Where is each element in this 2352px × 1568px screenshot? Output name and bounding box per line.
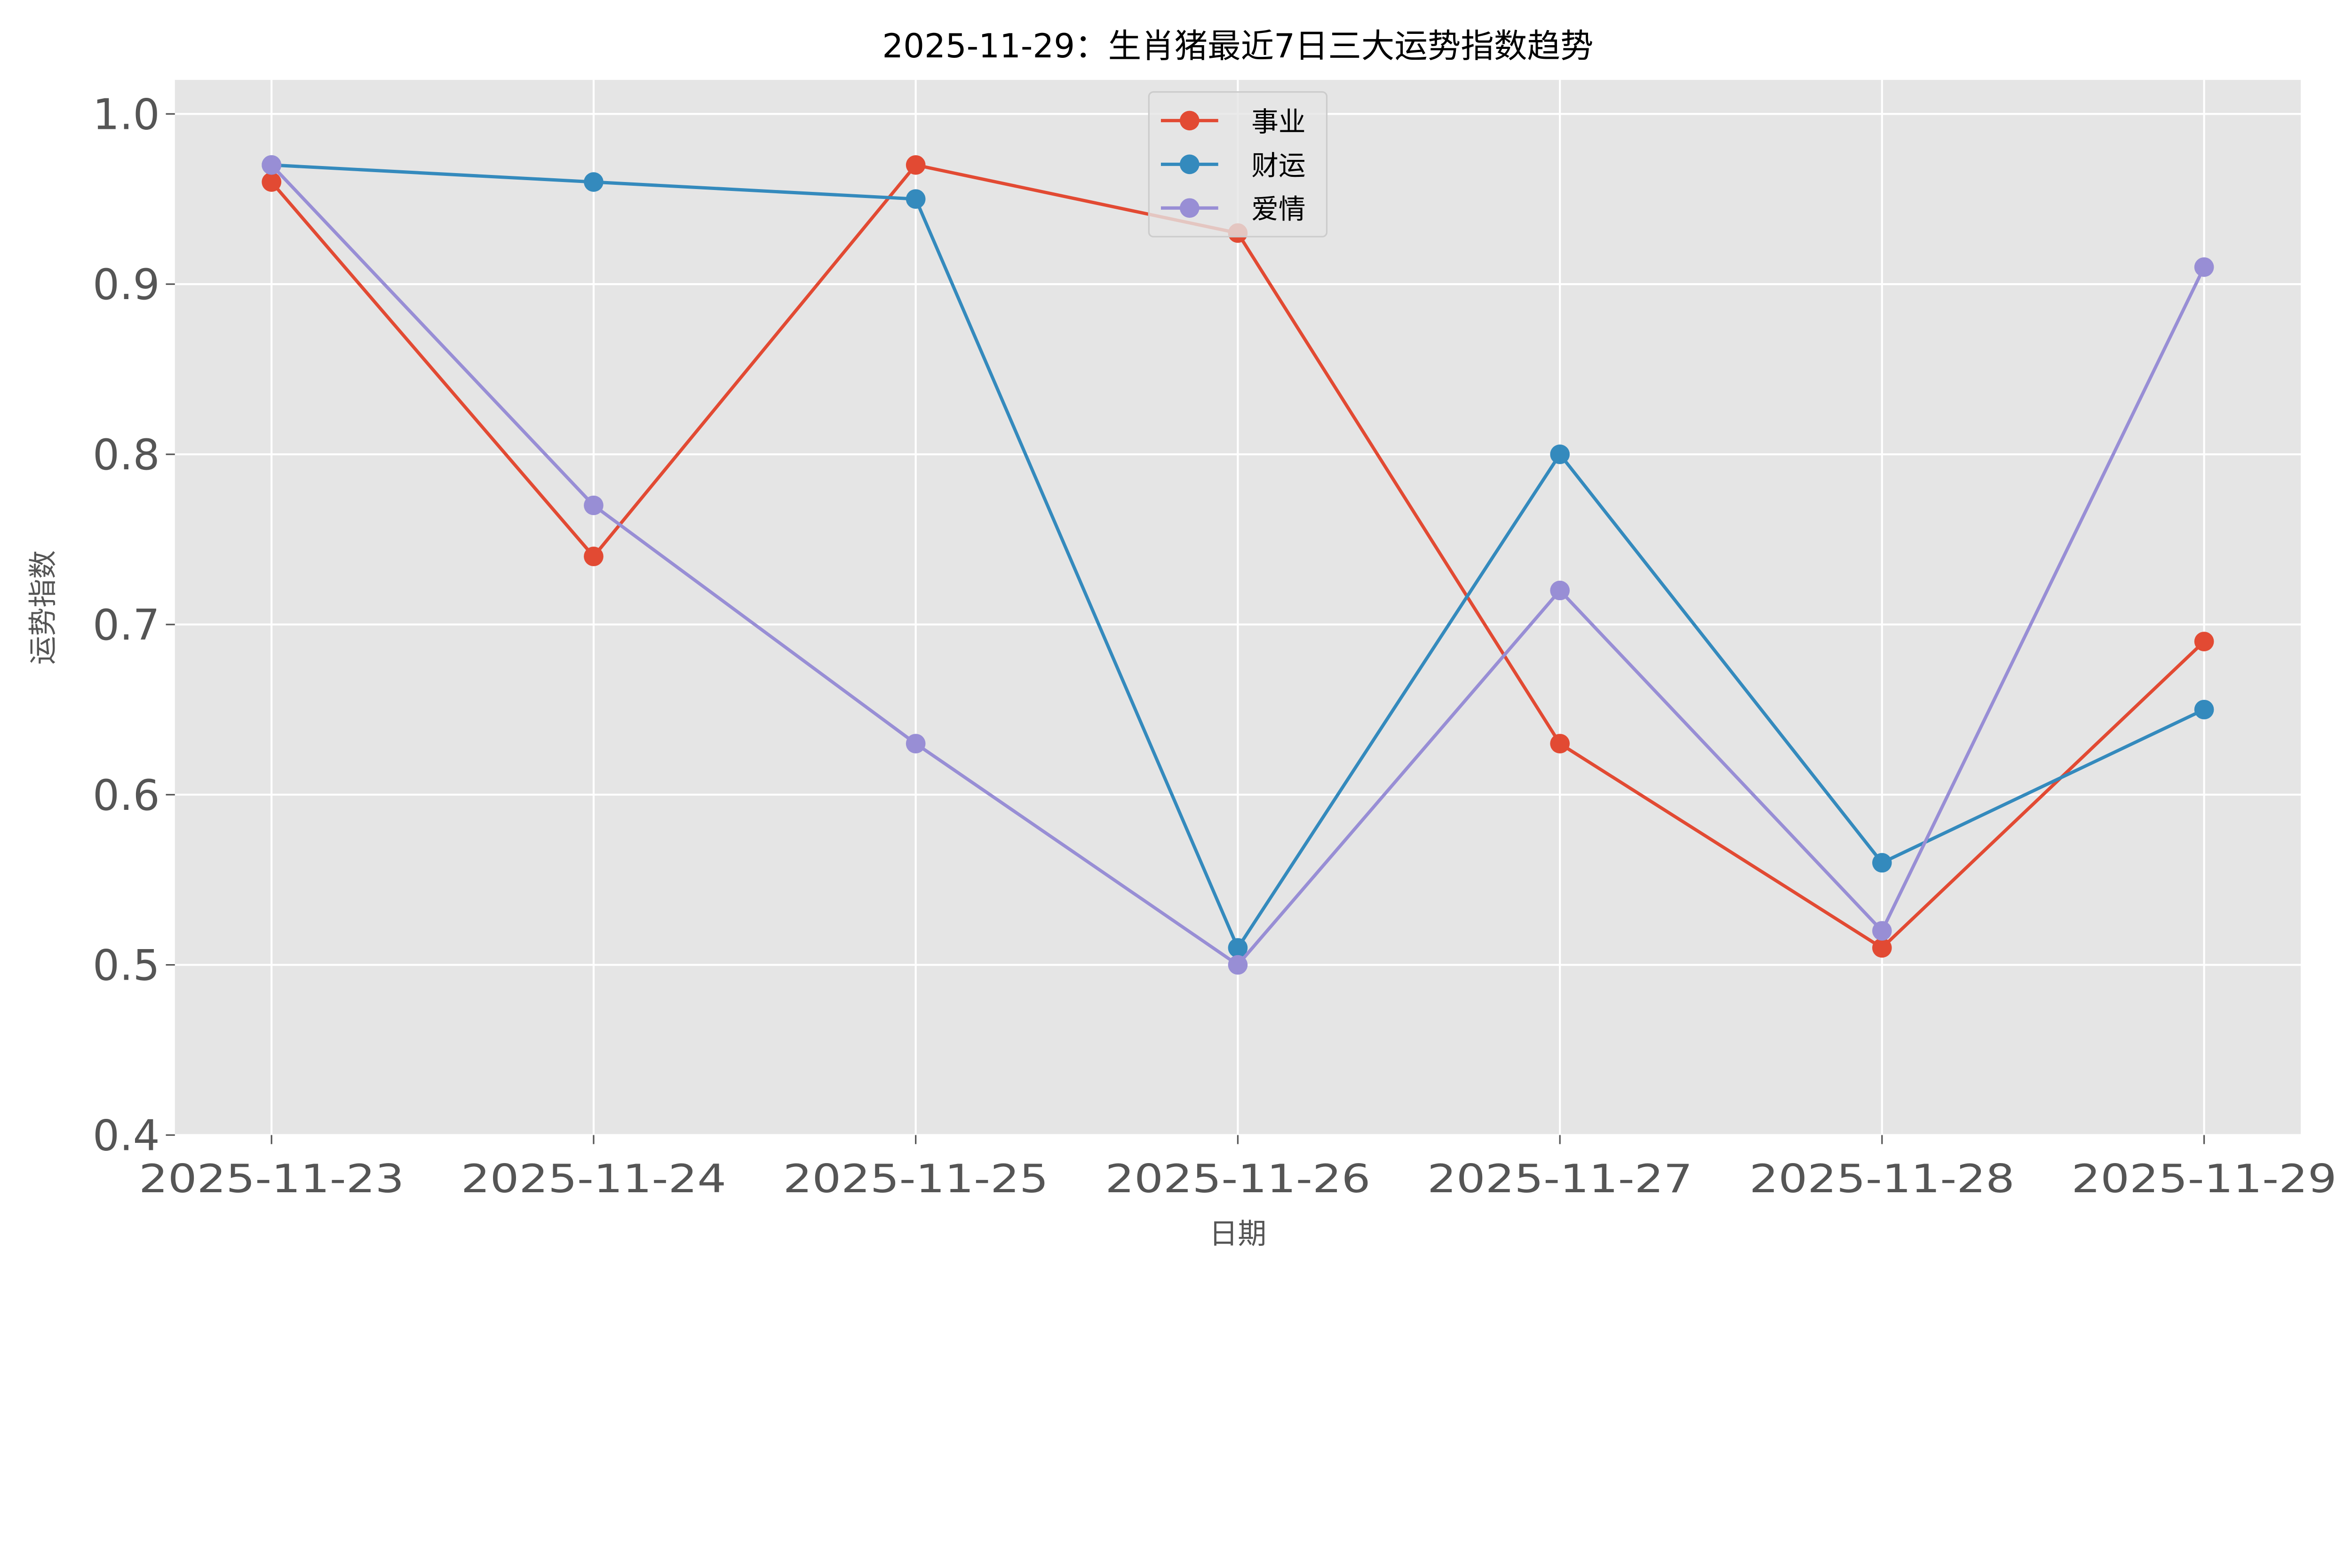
- x-tick-label: 2025-11-24: [461, 1156, 726, 1202]
- legend-marker: [1180, 111, 1200, 131]
- x-tick-label: 2025-11-28: [1749, 1156, 2015, 1202]
- data-point: [1550, 580, 1570, 601]
- data-point: [1228, 955, 1248, 975]
- y-tick-label: 0.9: [93, 261, 160, 309]
- y-tick-label: 0.5: [93, 942, 160, 990]
- legend-label: 爱情: [1251, 193, 1305, 225]
- legend-marker: [1180, 154, 1200, 174]
- axis-ticks: 0.4 0.5 0.6 0.7 0.8 0.9 1.0 2025-11-23 2025-11-2…: [93, 90, 2337, 1202]
- y-axis-label: 运势指数: [26, 550, 60, 665]
- y-tick-label: 0.4: [93, 1112, 160, 1161]
- y-tick-label: 0.7: [93, 601, 160, 650]
- y-tick-label: 1.0: [93, 90, 160, 139]
- x-tick-label: 2025-11-29: [2072, 1156, 2337, 1202]
- x-tick-label: 2025-11-26: [1105, 1156, 1370, 1202]
- data-point: [2194, 632, 2214, 651]
- data-point: [1550, 734, 1570, 753]
- y-tick-label: 0.6: [93, 771, 160, 820]
- line-chart: 2025-11-29：生肖猪最近7日三大运势指数趋势 0.40.50.60.70…: [26, 27, 2337, 1251]
- x-axis-label: 日期: [1209, 1217, 1267, 1251]
- data-point: [906, 734, 926, 753]
- data-point: [1872, 938, 1892, 958]
- data-point: [1550, 444, 1570, 464]
- data-point: [906, 189, 926, 209]
- x-tick-label: 2025-11-23: [139, 1156, 404, 1202]
- data-point: [2194, 699, 2214, 720]
- legend-label: 财运: [1251, 150, 1305, 182]
- series-group: [262, 155, 2214, 975]
- data-point: [584, 172, 604, 192]
- chart-title: 2025-11-29：生肖猪最近7日三大运势指数趋势: [882, 27, 1593, 65]
- data-point: [1872, 921, 1892, 941]
- data-point: [1872, 853, 1892, 873]
- x-tick-label: 2025-11-25: [783, 1156, 1049, 1202]
- data-point: [262, 172, 282, 192]
- data-point: [584, 546, 604, 566]
- data-point: [584, 495, 604, 515]
- data-point: [1228, 938, 1248, 958]
- legend-label: 事业: [1251, 106, 1305, 138]
- data-point: [262, 155, 282, 175]
- data-point: [2194, 257, 2214, 277]
- x-tick-label: 2025-11-27: [1427, 1156, 1692, 1202]
- legend-marker: [1180, 198, 1200, 218]
- data-point: [906, 155, 926, 175]
- y-tick-label: 0.8: [93, 431, 160, 480]
